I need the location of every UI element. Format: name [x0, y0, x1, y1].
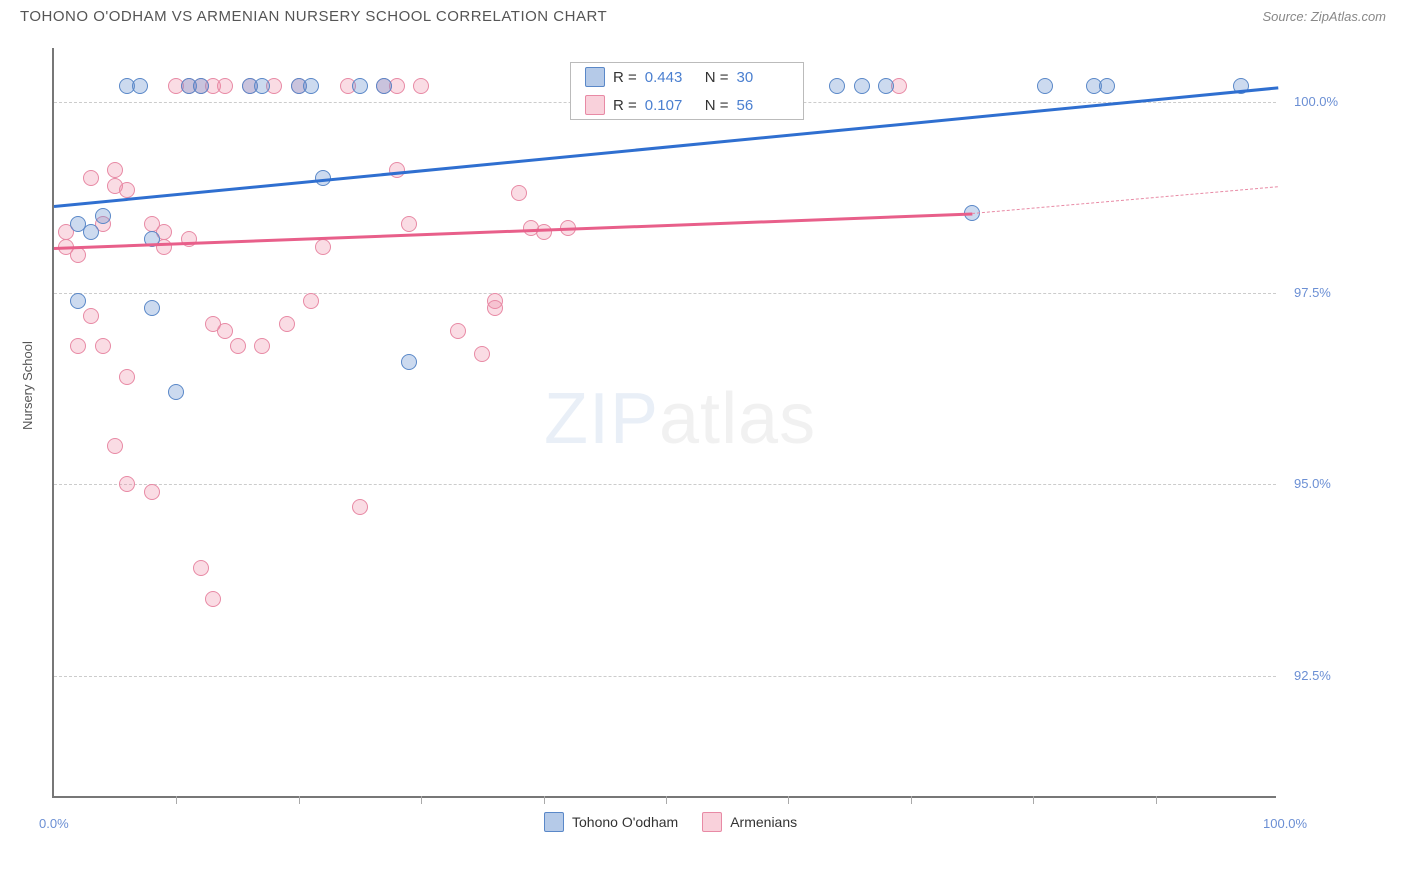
y-axis-label: Nursery School — [20, 341, 35, 430]
chart-title: TOHONO O'ODHAM VS ARMENIAN NURSERY SCHOO… — [20, 8, 607, 25]
data-point — [829, 78, 845, 94]
gridline-h — [54, 676, 1276, 677]
gridline-v — [666, 796, 667, 804]
data-point — [193, 78, 209, 94]
ytick-label: 97.5% — [1294, 285, 1331, 300]
data-point — [83, 224, 99, 240]
data-point — [413, 78, 429, 94]
data-point — [217, 323, 233, 339]
watermark-atlas: atlas — [659, 379, 816, 459]
data-point — [168, 384, 184, 400]
data-point — [132, 78, 148, 94]
data-point — [107, 438, 123, 454]
data-point — [119, 476, 135, 492]
gridline-h — [54, 293, 1276, 294]
data-point — [303, 78, 319, 94]
legend-label: Armenians — [730, 814, 797, 830]
data-point — [144, 484, 160, 500]
legend-item: Armenians — [702, 812, 797, 832]
data-point — [70, 293, 86, 309]
chart-area: ZIPatlas 92.5%95.0%97.5%100.0%0.0%100.0%… — [52, 48, 1386, 828]
gridline-v — [1033, 796, 1034, 804]
data-point — [254, 338, 270, 354]
watermark-zip: ZIP — [544, 379, 659, 459]
gridline-v — [299, 796, 300, 804]
xtick-label: 100.0% — [1263, 816, 1307, 831]
data-point — [352, 78, 368, 94]
legend-item: Tohono O'odham — [544, 812, 678, 832]
data-point — [303, 293, 319, 309]
data-point — [217, 78, 233, 94]
data-point — [474, 346, 490, 362]
gridline-v — [788, 796, 789, 804]
legend-swatch — [702, 812, 722, 832]
data-point — [450, 323, 466, 339]
plot-region: ZIPatlas 92.5%95.0%97.5%100.0%0.0%100.0%… — [52, 48, 1276, 798]
gridline-v — [1156, 796, 1157, 804]
data-point — [107, 162, 123, 178]
data-point — [119, 369, 135, 385]
data-point — [95, 208, 111, 224]
stat-r-label: R = — [613, 97, 637, 114]
gridline-h — [54, 484, 1276, 485]
gridline-v — [911, 796, 912, 804]
ytick-label: 100.0% — [1294, 94, 1338, 109]
data-point — [70, 247, 86, 263]
legend: Tohono O'odham Armenians — [544, 812, 797, 832]
data-point — [878, 78, 894, 94]
data-point — [95, 338, 111, 354]
data-point — [119, 182, 135, 198]
stat-n-label: N = — [705, 69, 729, 86]
data-point — [193, 560, 209, 576]
swatch-blue — [585, 67, 605, 87]
watermark: ZIPatlas — [544, 378, 816, 460]
data-point — [401, 354, 417, 370]
legend-swatch — [544, 812, 564, 832]
stat-n-label: N = — [705, 97, 729, 114]
stat-r-value: 0.107 — [645, 97, 697, 114]
source-label: Source: ZipAtlas.com — [1262, 9, 1386, 24]
stat-r-label: R = — [613, 69, 637, 86]
stat-r-value: 0.443 — [645, 69, 697, 86]
gridline-v — [544, 796, 545, 804]
stat-n-value: 30 — [737, 69, 789, 86]
data-point — [352, 499, 368, 515]
data-point — [83, 308, 99, 324]
data-point — [401, 216, 417, 232]
data-point — [315, 239, 331, 255]
data-point — [279, 316, 295, 332]
stat-row: R = 0.443 N = 30 — [571, 63, 803, 91]
data-point — [1099, 78, 1115, 94]
stat-n-value: 56 — [737, 97, 789, 114]
data-point — [854, 78, 870, 94]
data-point — [511, 185, 527, 201]
data-point — [70, 338, 86, 354]
data-point — [487, 300, 503, 316]
data-point — [1037, 78, 1053, 94]
data-point — [144, 300, 160, 316]
data-point — [181, 231, 197, 247]
ytick-label: 95.0% — [1294, 476, 1331, 491]
data-point — [536, 224, 552, 240]
swatch-pink — [585, 95, 605, 115]
data-point — [254, 78, 270, 94]
stat-row: R = 0.107 N = 56 — [571, 91, 803, 119]
header: TOHONO O'ODHAM VS ARMENIAN NURSERY SCHOO… — [0, 0, 1406, 29]
xtick-label: 0.0% — [39, 816, 69, 831]
ytick-label: 92.5% — [1294, 668, 1331, 683]
stat-box: R = 0.443 N = 30 R = 0.107 N = 56 — [570, 62, 804, 120]
data-point — [83, 170, 99, 186]
trend-line — [972, 186, 1278, 214]
data-point — [205, 591, 221, 607]
gridline-v — [421, 796, 422, 804]
data-point — [230, 338, 246, 354]
data-point — [376, 78, 392, 94]
legend-label: Tohono O'odham — [572, 814, 678, 830]
gridline-v — [176, 796, 177, 804]
